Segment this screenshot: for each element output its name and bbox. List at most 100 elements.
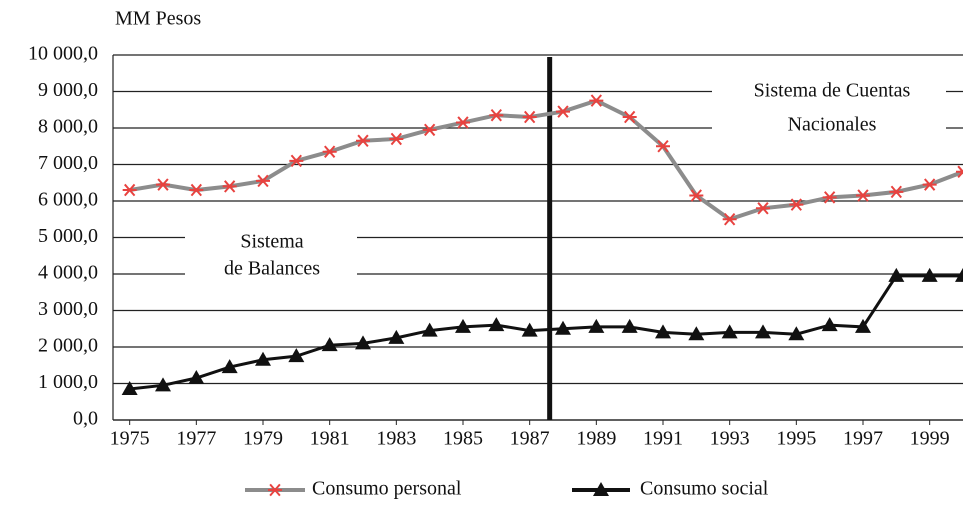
marker [556, 105, 570, 118]
marker [822, 191, 837, 204]
series-line [129, 274, 963, 391]
marker-stroke [556, 105, 570, 118]
marker-stroke [456, 116, 470, 129]
marker-stroke [589, 94, 604, 107]
marker-stroke [356, 134, 370, 148]
annotation: de Balances [224, 258, 320, 280]
marker [155, 377, 171, 392]
x-tick-label: 1975 [110, 428, 150, 450]
marker [922, 178, 937, 191]
marker-stroke [256, 174, 270, 188]
marker [721, 324, 738, 339]
marker [788, 326, 805, 341]
marker [593, 482, 609, 496]
marker [456, 116, 470, 129]
annotation-box [185, 226, 357, 286]
legend-label: Consumo personal [312, 478, 462, 500]
marker [389, 132, 404, 146]
marker [122, 183, 137, 197]
marker-stroke [789, 198, 804, 211]
marker [856, 189, 870, 202]
y-tick-label: 8 000,0 [38, 116, 98, 138]
y-tick-label: 7 000,0 [38, 152, 98, 174]
marker [722, 212, 737, 226]
marker [555, 320, 571, 335]
marker [789, 198, 804, 211]
x-tick-label: 1985 [443, 428, 483, 450]
marker [488, 317, 505, 332]
x-tick-label: 1989 [576, 428, 616, 450]
y-tick-label: 0,0 [73, 408, 98, 430]
marker-stroke [722, 212, 737, 226]
marker [255, 351, 271, 366]
marker-stroke [322, 145, 337, 158]
series-line [129, 98, 963, 222]
marker-stroke [189, 183, 204, 197]
x-tick-label: 1997 [843, 428, 883, 450]
marker [622, 110, 637, 124]
y-tick-label: 10 000,0 [28, 43, 98, 65]
marker [855, 318, 871, 333]
marker [688, 326, 705, 341]
y-tick-label: 9 000,0 [38, 79, 98, 101]
marker-stroke [489, 108, 504, 122]
marker-stroke [656, 139, 670, 153]
marker [888, 267, 905, 282]
marker [755, 324, 771, 339]
y-tick-label: 2 000,0 [38, 335, 98, 357]
x-tick-label: 1993 [710, 428, 750, 450]
marker [689, 189, 704, 202]
marker-stroke [756, 202, 770, 215]
marker-stroke [956, 165, 963, 179]
marker-stroke [122, 183, 137, 197]
marker [756, 202, 770, 215]
x-tick-label: 1999 [910, 428, 950, 450]
marker-stroke [389, 132, 404, 146]
y-tick-label: 1 000,0 [38, 371, 98, 393]
marker-stroke [856, 189, 870, 202]
marker [655, 324, 671, 339]
marker-stroke [222, 180, 237, 193]
marker [588, 318, 605, 333]
y-axis-label: MM Pesos [115, 8, 201, 30]
annotation-box [712, 78, 946, 140]
y-tick-label: 3 000,0 [38, 298, 98, 320]
marker [388, 329, 405, 344]
marker [289, 154, 304, 168]
marker [156, 178, 170, 191]
marker [455, 318, 471, 333]
marker-stroke [156, 178, 170, 191]
marker [355, 335, 371, 350]
marker [356, 134, 370, 148]
x-tick-label: 1983 [376, 428, 416, 450]
marker [821, 317, 838, 332]
x-tick-label: 1991 [643, 428, 683, 450]
marker-stroke [622, 110, 637, 124]
x-tick-label: 1987 [510, 428, 550, 450]
marker [956, 165, 963, 179]
marker [256, 174, 270, 188]
marker-stroke [689, 189, 704, 202]
marker [489, 108, 504, 122]
marker [321, 337, 338, 352]
marker [656, 139, 670, 153]
marker [222, 180, 237, 193]
marker [889, 185, 904, 199]
marker [422, 123, 437, 137]
marker [188, 370, 205, 385]
marker [268, 483, 282, 497]
x-tick-label: 1995 [776, 428, 816, 450]
marker [589, 94, 604, 107]
marker-stroke [922, 178, 937, 191]
marker-stroke [289, 154, 304, 168]
x-tick-label: 1981 [310, 428, 350, 450]
marker [121, 380, 138, 395]
marker [221, 359, 238, 374]
x-tick-label: 1977 [176, 428, 216, 450]
annotation: Sistema [240, 231, 303, 253]
marker [621, 318, 638, 333]
marker [921, 267, 938, 282]
marker-stroke [522, 110, 537, 124]
y-tick-label: 5 000,0 [38, 225, 98, 247]
